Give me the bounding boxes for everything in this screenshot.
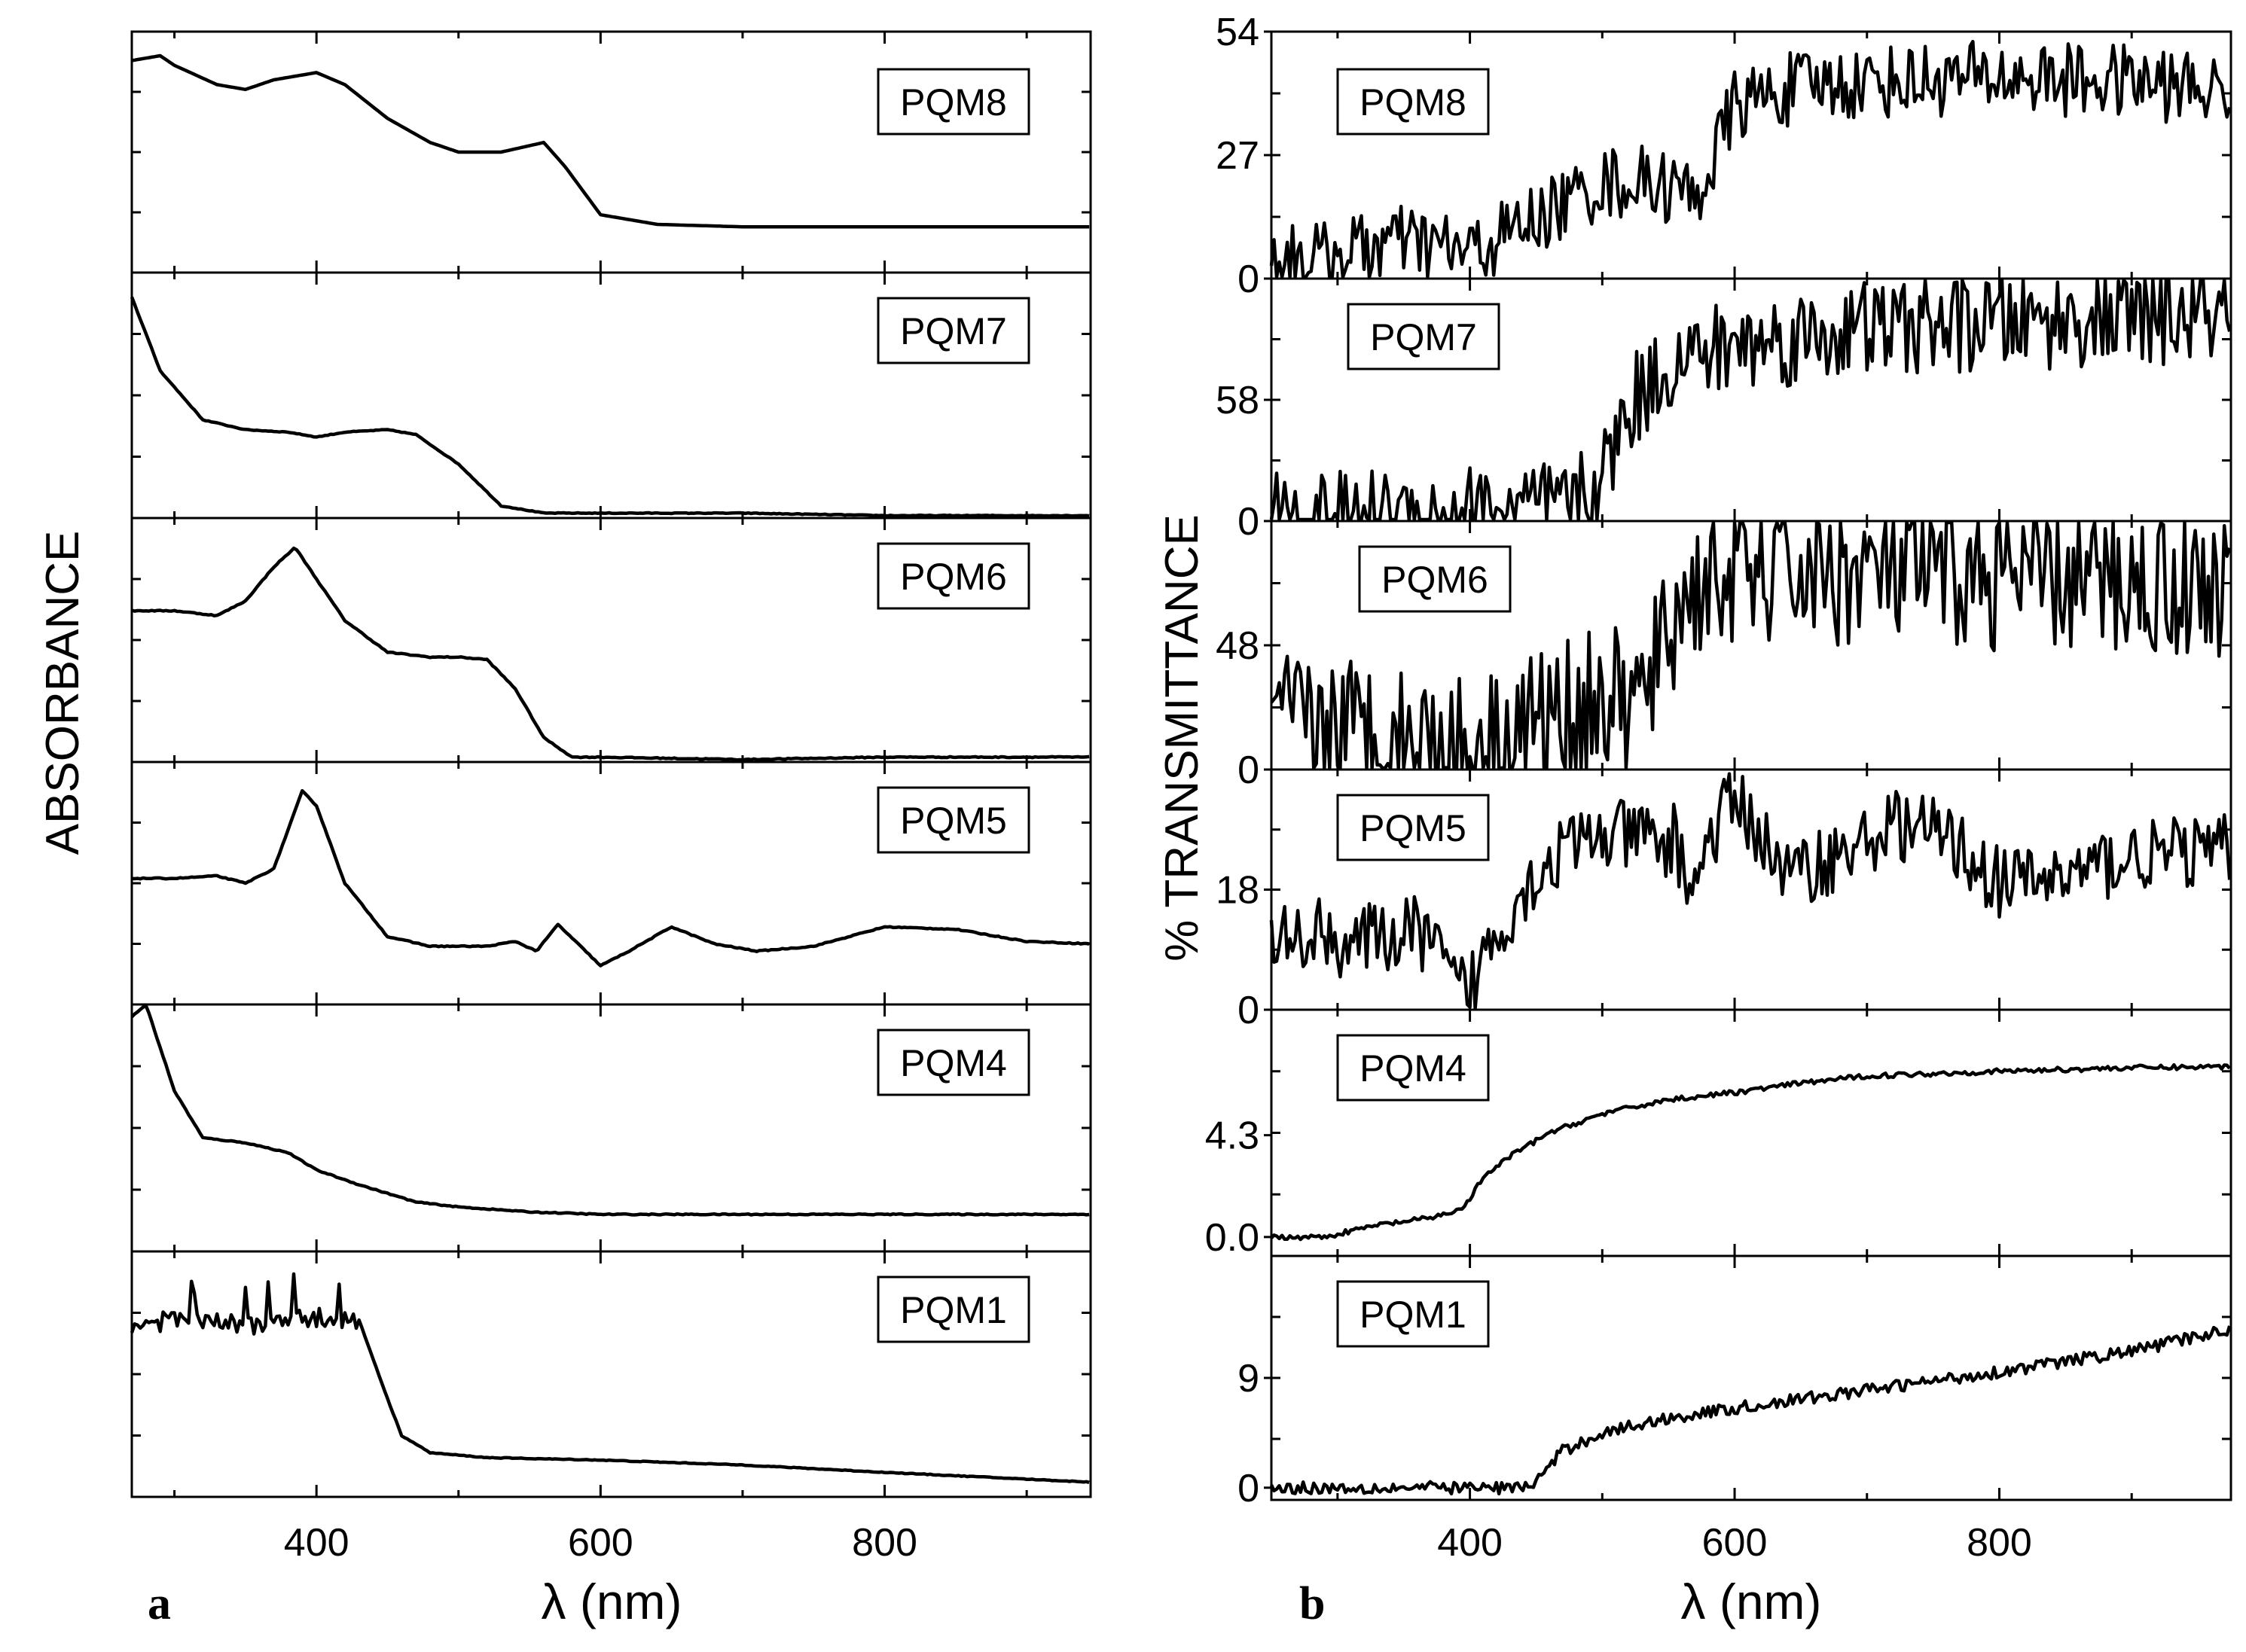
panel-b-pqm4-label-box: PQM4 <box>1336 1034 1490 1102</box>
panel-a-pqm6-spectrum-line <box>131 546 1090 762</box>
panel-a-pqm8-label: PQM8 <box>900 81 1007 123</box>
panel-b-pqm8-y-tick-label: 27 <box>1216 134 1259 178</box>
panel-b-pqm1-y-tick-label: 0 <box>1237 1467 1259 1510</box>
panel-b-pqm1-label: PQM1 <box>1360 1294 1466 1336</box>
panel-b-pqm8-y-tick-label: 54 <box>1216 11 1259 54</box>
panel-a-pqm1-spectrum-line <box>130 1272 1090 1484</box>
panel-b-pqm5-y-tick-label: 18 <box>1216 869 1259 913</box>
panel-a-pqm6-label-frame <box>877 542 1030 610</box>
panel-a-pqm8-label-box: PQM8 <box>877 68 1030 136</box>
panel-a-pqm6-label: PQM6 <box>900 556 1007 598</box>
panel-a-pqm4-label-frame <box>877 1029 1030 1096</box>
panel-b-pqm1-spectrum-line <box>1269 1325 2232 1496</box>
panel-a-x-tick-label: 800 <box>852 1521 917 1565</box>
panel-b-pqm5-label-frame <box>1336 794 1490 861</box>
panel-a-pqm5-label: PQM5 <box>900 800 1007 842</box>
panel-b-pqm6-spectrum-line <box>1270 520 2232 770</box>
panel-a-pqm5-label-box: PQM5 <box>877 786 1030 854</box>
panel-b-pqm7-y-tick-label: 58 <box>1216 379 1259 422</box>
panel-a-x-tick-label: 600 <box>568 1521 633 1565</box>
panel-b-pqm4-label: PQM4 <box>1360 1047 1466 1090</box>
panel-b-pqm8-y-tick-label: 0 <box>1237 258 1259 301</box>
panel-letter-a: a <box>148 1578 171 1629</box>
panel-b-pqm8-spectrum-line <box>1269 39 2232 279</box>
panel-a-y-axis-label: ABSORBANCE <box>37 531 89 855</box>
panel-b-pqm7-label-box: PQM7 <box>1347 303 1500 370</box>
panel-b-x-axis-label: λ (nm) <box>1681 1574 1822 1629</box>
panel-b-pqm8-label-frame <box>1336 68 1490 136</box>
panel-b-pqm5-spectrum-line <box>1269 772 2232 1010</box>
panel-b-pqm8-label: PQM8 <box>1360 81 1466 123</box>
panel-a-x-tick-label: 400 <box>284 1521 349 1565</box>
panel-a-pqm7-label-box: PQM7 <box>877 297 1030 364</box>
panel-b-pqm4-spectrum-line <box>1270 1062 2231 1242</box>
panel-b-x-tick-label: 400 <box>1437 1521 1503 1565</box>
panel-a-pqm8-spectrum-line <box>131 53 1090 229</box>
panel-a-pqm1-label: PQM1 <box>900 1289 1007 1331</box>
panel-b-pqm7-spectrum-line <box>1269 278 2232 522</box>
panel-a-pqm1-label-box: PQM1 <box>877 1276 1030 1343</box>
panel-b-x-tick-label: 600 <box>1702 1521 1768 1565</box>
panel-a-pqm4-spectrum-line <box>130 1004 1090 1217</box>
panel-b-pqm7-y-tick-label: 0 <box>1237 500 1259 544</box>
panel-letter-b: b <box>1299 1578 1325 1629</box>
panel-b-pqm1-label-frame <box>1336 1280 1490 1348</box>
panel-a-pqm7-label: PQM7 <box>900 310 1007 352</box>
panel-b-pqm8-label-box: PQM8 <box>1336 68 1490 136</box>
panel-b-pqm6-label-frame <box>1358 545 1512 613</box>
panel-a-pqm7-spectrum-line <box>130 296 1090 518</box>
panel-b-pqm1-y-tick-label: 9 <box>1237 1357 1259 1401</box>
panel-a-pqm6-label-box: PQM6 <box>877 542 1030 610</box>
panel-a-pqm8-frame <box>130 30 1092 274</box>
panel-b-pqm4-y-tick-label: 4.3 <box>1205 1114 1259 1158</box>
panel-b-pqm5-label-box: PQM5 <box>1336 794 1490 861</box>
panel-b-pqm7-label: PQM7 <box>1370 316 1477 358</box>
panel-b-pqm6-label-box: PQM6 <box>1358 545 1512 613</box>
panel-a-pqm4-label: PQM4 <box>900 1042 1007 1084</box>
panel-a-pqm4-label-box: PQM4 <box>877 1029 1030 1096</box>
panel-a-pqm1-label-frame <box>877 1276 1030 1343</box>
panel-a-pqm5-label-frame <box>877 786 1030 854</box>
panel-b-pqm7-label-frame <box>1347 303 1500 370</box>
panel-b-pqm6-y-tick-label: 0 <box>1237 748 1259 792</box>
panel-a-pqm8-label-frame <box>877 68 1030 136</box>
panel-b-pqm6-y-tick-label: 48 <box>1216 624 1259 668</box>
panel-a-pqm5-spectrum-line <box>131 788 1090 968</box>
panel-b-y-axis-label: % TRANSMITTANCE <box>1156 514 1208 962</box>
panel-a-x-axis-label: λ (nm) <box>542 1574 682 1629</box>
panel-b-x-tick-label: 800 <box>1967 1521 2032 1565</box>
panel-b-pqm1-label-box: PQM1 <box>1336 1280 1490 1348</box>
panel-b-pqm5-label: PQM5 <box>1360 807 1466 849</box>
panel-b-pqm6-label: PQM6 <box>1381 559 1488 601</box>
panel-b-pqm5-y-tick-label: 0 <box>1237 989 1259 1032</box>
panel-b-pqm4-y-tick-label: 0.0 <box>1205 1216 1259 1260</box>
panel-b-pqm4-label-frame <box>1336 1034 1490 1102</box>
panel-a-pqm7-label-frame <box>877 297 1030 364</box>
